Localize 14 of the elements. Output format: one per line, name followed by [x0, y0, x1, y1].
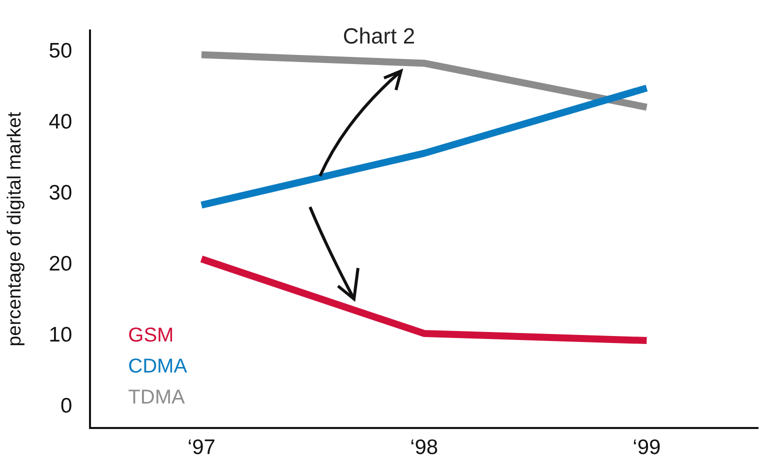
y-tick-label: 0	[60, 394, 72, 418]
y-tick-label: 20	[48, 252, 72, 276]
x-tick-label: ‘98	[410, 436, 438, 460]
text: CDMA	[128, 355, 188, 378]
x-tick-label: ‘97	[187, 436, 216, 460]
y-tick-label: 30	[48, 182, 72, 205]
y-axis-title: percentage of digital market	[4, 111, 26, 346]
y-tick-label: 40	[48, 110, 72, 134]
text: GSM	[128, 324, 174, 346]
y-tick-label: 10	[48, 323, 72, 346]
chart-title: Chart 2	[342, 23, 416, 48]
x-tick-label: ‘99	[632, 436, 661, 460]
text: TDMA	[128, 386, 186, 408]
y-tick-label: 50	[48, 40, 72, 63]
